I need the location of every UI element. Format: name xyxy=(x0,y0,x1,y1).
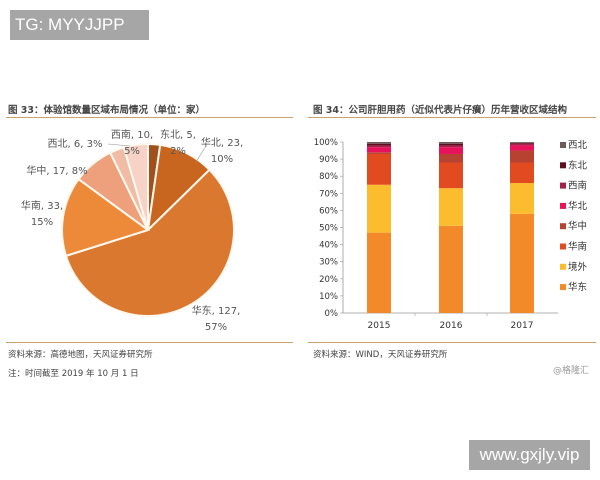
left-title-rule xyxy=(6,117,293,118)
y-tick-label: 70% xyxy=(319,189,338,199)
bar-segment-境外 xyxy=(510,183,534,214)
pie-label-4: 华中, 17, 8% xyxy=(26,164,87,177)
bar-segment-华南 xyxy=(367,153,391,185)
pie-label-5: 西北, 6, 3% xyxy=(48,138,103,150)
pie-label-pct-1: 10% xyxy=(211,154,233,165)
pie-label-6: 西南, 10, xyxy=(111,128,153,141)
bar-segment-西南 xyxy=(367,145,391,148)
bar-segment-东北 xyxy=(367,143,391,146)
legend-label: 华中 xyxy=(568,220,587,232)
legend-swatch xyxy=(560,263,566,270)
legend-swatch xyxy=(560,182,566,189)
legend-swatch xyxy=(560,142,566,148)
y-tick-label: 30% xyxy=(319,258,338,268)
x-tick-label: 2017 xyxy=(511,321,534,331)
bar-segment-华东 xyxy=(367,232,391,313)
pie-label-2: 华东, 127, xyxy=(192,304,241,317)
bar-segment-华南 xyxy=(510,162,534,184)
y-tick-label: 100% xyxy=(314,138,338,148)
bar-segment-东北 xyxy=(510,142,534,144)
bar-segment-华东 xyxy=(439,225,463,313)
pie-label-pct-2: 57% xyxy=(205,322,227,333)
pie-chart-title: 图 33：体验馆数量区域布局情况（单位：家） xyxy=(8,105,206,116)
pie-label-1: 华北, 23, xyxy=(201,136,243,149)
bar-segment-华南 xyxy=(439,162,463,189)
y-tick-label: 60% xyxy=(319,206,338,216)
watermark-top: TG: MYYJJPP xyxy=(10,10,149,40)
pie-label-0: 东北, 5, xyxy=(160,128,196,141)
bar-segment-华北 xyxy=(510,145,534,151)
y-tick-label: 80% xyxy=(319,172,338,182)
legend-label: 华北 xyxy=(568,200,588,212)
bar-segment-华北 xyxy=(439,147,463,154)
y-tick-label: 50% xyxy=(319,224,338,234)
bar-source: 资料来源：WIND，天风证券研究所 xyxy=(313,350,448,360)
bar-segment-华中 xyxy=(367,152,391,154)
bar-segment-西北 xyxy=(510,142,534,143)
legend-swatch xyxy=(560,202,566,209)
legend-label: 境外 xyxy=(568,261,588,273)
y-tick-label: 0% xyxy=(325,309,339,319)
watermark-bottom: www.gxjly.vip xyxy=(469,440,590,470)
pie-label-3: 华南, 33, xyxy=(21,199,63,212)
y-tick-label: 40% xyxy=(319,241,338,251)
bar-segment-境外 xyxy=(367,184,391,233)
legend-label: 华南 xyxy=(568,241,587,253)
pie-label-pct-3: 15% xyxy=(31,217,53,228)
pie-note: 注：时间截至 2019 年 10 月 1 日 xyxy=(8,369,139,379)
bar-segment-华东 xyxy=(510,213,534,313)
bar-segment-西北 xyxy=(367,142,391,144)
bar-chart-title: 图 34：公司肝胆用药（近似代表片仔癀）历年营收区域结构 xyxy=(313,105,568,116)
legend-label: 西南 xyxy=(568,180,587,192)
y-tick-label: 20% xyxy=(319,275,338,285)
legend-label: 西北 xyxy=(568,140,588,151)
x-tick-label: 2015 xyxy=(368,321,391,331)
legend-swatch xyxy=(560,243,566,250)
bar-segment-华中 xyxy=(510,150,534,163)
pie-slice-6 xyxy=(122,142,149,231)
y-tick-label: 10% xyxy=(319,292,338,302)
bar-segment-华中 xyxy=(439,153,463,163)
x-tick-label: 2016 xyxy=(440,321,463,331)
stacked-bar-chart: 0% 10% 20% 30% 40% 50% 60% 70% 80% 90% 100% 2015 201… xyxy=(314,138,588,331)
brand-watermark: @格隆汇 xyxy=(553,366,590,376)
pie-slice-3 xyxy=(61,177,151,258)
bar-segment-西南 xyxy=(510,143,534,146)
legend-swatch xyxy=(560,223,566,230)
legend-swatch xyxy=(560,162,566,169)
y-tick-label: 90% xyxy=(319,155,338,165)
bar-segment-西南 xyxy=(439,145,463,148)
pie-chart: 东北, 5, 2% 华北, 23, 10% 华东, 127, 57% 华南, 33, 15% 华… xyxy=(21,128,243,333)
bar-segment-东北 xyxy=(439,143,463,146)
right-title-rule xyxy=(308,117,596,118)
left-bottom-rule xyxy=(6,342,293,343)
legend-swatch xyxy=(560,284,566,291)
bar-segment-境外 xyxy=(439,188,463,226)
bar-segment-华北 xyxy=(367,147,391,153)
pie-label-pct-0: 2% xyxy=(170,146,186,157)
legend-label: 华东 xyxy=(568,281,587,293)
pie-slice-2 xyxy=(64,168,235,317)
right-bottom-rule xyxy=(308,342,596,343)
pie-source: 资料来源：高德地图，天风证券研究所 xyxy=(8,350,153,360)
bar-segment-西北 xyxy=(439,142,463,144)
legend-label: 东北 xyxy=(568,159,588,171)
pie-label-pct-6: 5% xyxy=(124,146,140,157)
